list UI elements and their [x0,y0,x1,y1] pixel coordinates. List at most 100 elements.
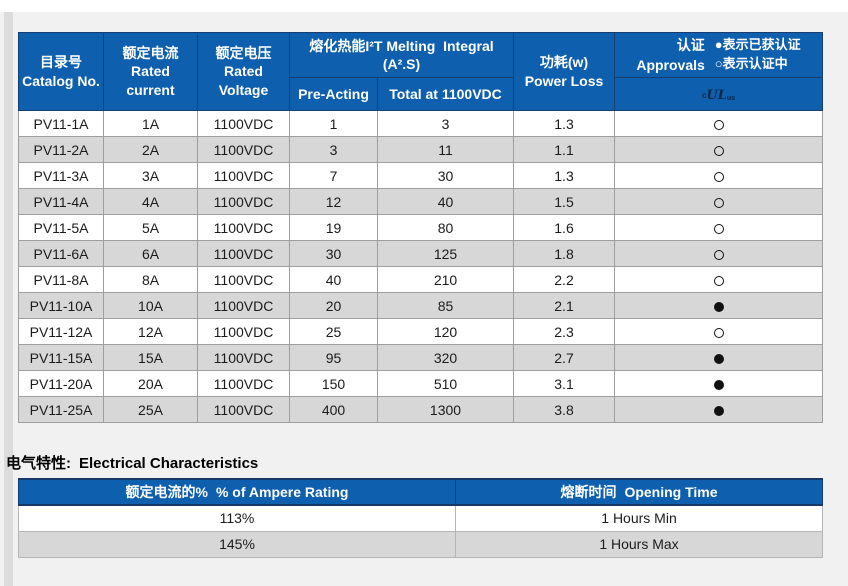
pre-acting-cell: 20 [289,292,378,319]
current-cell: 15A [103,344,198,371]
power-loss-cell: 3.1 [513,370,615,397]
elec-table-header: 额定电流的% % of Ampere Rating 熔断时间 Opening Tim… [18,478,823,506]
electrical-characteristics-title: 电气特性: Electrical Characteristics [6,452,258,473]
catalog-cell: PV11-20A [18,370,104,397]
ampere-rating-cell: 145% [18,530,456,558]
top-white-strip [0,0,848,12]
pending-dot-icon [713,327,724,338]
header-approvals-zh: 认证 [676,36,705,53]
catalog-cell: PV11-8A [18,266,104,293]
pre-acting-cell: 3 [289,136,378,163]
power-loss-cell: 2.1 [513,292,615,319]
pending-dot-icon [713,145,724,156]
ul-mark-suffix: us [726,94,736,102]
header-ampere-rating-en: % of Ampere Rating [215,484,349,500]
certified-dot-icon [713,405,724,416]
total-cell: 120 [377,318,514,345]
fuse-table-row: PV11-4A 4A 1100VDC 12 40 1.5 [18,188,823,215]
legend-certified: ●表示已获认证 [714,37,801,53]
header-ampere-rating: 额定电流的% % of Ampere Rating [18,478,456,506]
pre-acting-cell: 7 [289,162,378,189]
fuse-table-row: PV11-6A 6A 1100VDC 30 125 1.8 [18,240,823,267]
pending-dot-icon [713,119,724,130]
catalog-cell: PV11-5A [18,214,104,241]
catalog-cell: PV11-4A [18,188,104,215]
voltage-cell: 1100VDC [197,214,290,241]
power-loss-cell: 1.3 [513,162,615,189]
fuse-ratings-table: 目录号 Catalog No. 额定电流 Rated current 额定电压 … [18,32,823,423]
total-cell: 510 [377,370,514,397]
voltage-cell: 1100VDC [197,240,290,267]
pre-acting-cell: 150 [289,370,378,397]
header-rated-current-en1: Rated [131,63,170,80]
fuse-table-row: PV11-15A 15A 1100VDC 95 320 2.7 [18,344,823,371]
catalog-cell: PV11-3A [18,162,104,189]
approval-cell [614,188,823,215]
approval-cell [614,318,823,345]
current-cell: 1A [103,110,198,137]
voltage-cell: 1100VDC [197,266,290,293]
header-opening-time-zh: 熔断时间 [560,484,617,500]
header-rated-current: 额定电流 Rated current [103,32,198,111]
legend-pending: ○表示认证中 [714,56,788,71]
current-cell: 5A [103,214,198,241]
cul-us-certification-icon: cULus [702,87,735,102]
header-power-loss: 功耗(w) Power Loss [513,32,615,111]
voltage-cell: 1100VDC [197,188,290,215]
header-melting-line2: (A².S) [382,56,421,72]
power-loss-cell: 1.3 [513,110,615,137]
voltage-cell: 1100VDC [197,318,290,345]
catalog-cell: PV11-15A [18,344,104,371]
power-loss-cell: 1.1 [513,136,615,163]
header-rated-current-en2: current [126,81,175,98]
certified-dot-icon [713,353,724,364]
current-cell: 6A [103,240,198,267]
power-loss-cell: 2.2 [513,266,615,293]
total-cell: 11 [377,136,514,163]
ampere-rating-cell: 113% [18,504,456,532]
pending-dot-icon [713,275,724,286]
pre-acting-cell: 1 [289,110,378,137]
header-opening-time: 熔断时间 Opening Time [455,478,823,506]
total-cell: 1300 [377,396,514,423]
current-cell: 12A [103,318,198,345]
approval-cell [614,370,823,397]
header-approvals: 认证 Approvals ●表示已获认证 ○表示认证中 [614,32,823,78]
pre-acting-cell: 12 [289,188,378,215]
header-rated-voltage-zh: 额定电压 [215,45,272,62]
voltage-cell: 1100VDC [197,110,290,137]
current-cell: 4A [103,188,198,215]
header-ul-mark-cell: cULus [614,77,823,111]
fuse-table-header: 目录号 Catalog No. 额定电流 Rated current 额定电压 … [18,32,823,111]
total-cell: 40 [377,188,514,215]
voltage-cell: 1100VDC [197,370,290,397]
header-ampere-rating-zh: 额定电流的% [125,484,208,500]
fuse-table-row: PV11-2A 2A 1100VDC 3 11 1.1 [18,136,823,163]
voltage-cell: 1100VDC [197,396,290,423]
current-cell: 20A [103,370,198,397]
fuse-table-row: PV11-12A 12A 1100VDC 25 120 2.3 [18,318,823,345]
elec-table-body: 113% 1 Hours Min 145% 1 Hours Max [18,504,823,558]
voltage-cell: 1100VDC [197,292,290,319]
header-catalog-zh: 目录号 [40,54,82,71]
voltage-cell: 1100VDC [197,136,290,163]
pre-acting-cell: 95 [289,344,378,371]
header-catalog-no: 目录号 Catalog No. [18,32,104,111]
fuse-table-row: PV11-25A 25A 1100VDC 400 1300 3.8 [18,396,823,423]
header-melting-line1: 熔化热能I²T Melting Integral [309,37,494,54]
catalog-cell: PV11-6A [18,240,104,267]
catalog-cell: PV11-25A [18,396,104,423]
total-cell: 210 [377,266,514,293]
elec-table-row: 113% 1 Hours Min [18,504,823,532]
approval-cell [614,396,823,423]
header-approvals-en: Approvals [636,57,705,73]
total-cell: 3 [377,110,514,137]
current-cell: 2A [103,136,198,163]
approval-cell [614,240,823,267]
current-cell: 25A [103,396,198,423]
total-cell: 80 [377,214,514,241]
page-left-gutter [4,12,13,586]
header-rated-voltage-en1: Rated [224,63,263,80]
header-power-loss-en: Power Loss [524,72,604,89]
header-catalog-en: Catalog No. [22,72,100,89]
